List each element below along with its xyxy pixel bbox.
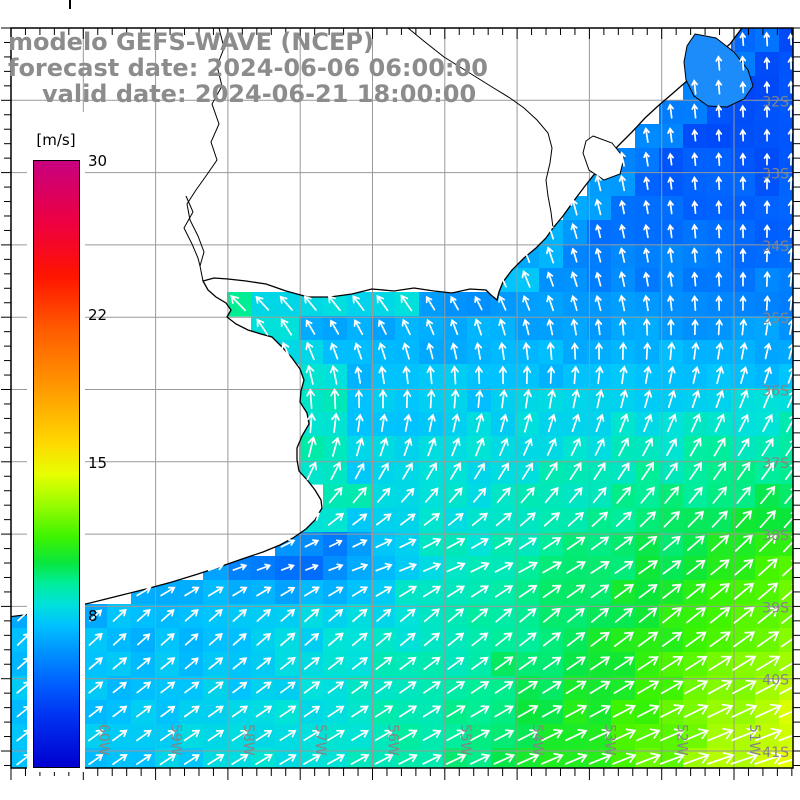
colorbar-gradient [33, 160, 80, 768]
lat-label: 33S [762, 167, 789, 183]
colorbar-tick-label: 15 [88, 454, 108, 472]
colorbar-unit-label: [m/s] [36, 131, 76, 149]
lon-label: 59W [168, 724, 184, 756]
lat-label: 39S [762, 600, 789, 616]
lat-label: 38S [762, 528, 789, 544]
uruguay-river [186, 28, 225, 282]
lat-label: 36S [762, 384, 789, 400]
parana-river [183, 195, 201, 267]
map-frame [1, 27, 800, 780]
colorbar-tick-label: 30 [88, 152, 108, 170]
lat-label: 34S [762, 239, 789, 255]
lon-label: 52W [674, 724, 690, 756]
lon-label: 55W [457, 724, 473, 756]
lat-label: 35S [762, 311, 789, 327]
lon-label: 54W [529, 724, 545, 756]
lon-label: 60W [95, 724, 111, 756]
lagoa-dos-patos [683, 33, 754, 108]
lat-label: 32S [762, 94, 789, 110]
lat-label: 41S [762, 745, 789, 761]
model-title: modelo GEFS-WAVE (NCEP) [8, 28, 374, 56]
colorbar-tick-label: 8 [88, 607, 98, 625]
lon-label: 57W [312, 724, 328, 756]
land-mass [11, 28, 742, 617]
lon-label: 53W [601, 724, 617, 756]
forecast-date-label: forecast date: 2024-06-06 06:00:00 [8, 54, 488, 82]
lon-label: 58W [240, 724, 256, 756]
border-line [407, 28, 554, 229]
wave-direction-arrows [16, 31, 793, 766]
frame-artifact-mark [69, 0, 71, 9]
lat-label: 40S [762, 673, 789, 689]
lat-label: 37S [762, 456, 789, 472]
lon-label: 56W [385, 724, 401, 756]
colorbar-tick-label: 22 [88, 306, 108, 324]
valid-date-label: valid date: 2024-06-21 18:00:00 [42, 80, 477, 108]
lagoa-mirim [582, 135, 625, 181]
lon-label: 51W [746, 724, 762, 756]
